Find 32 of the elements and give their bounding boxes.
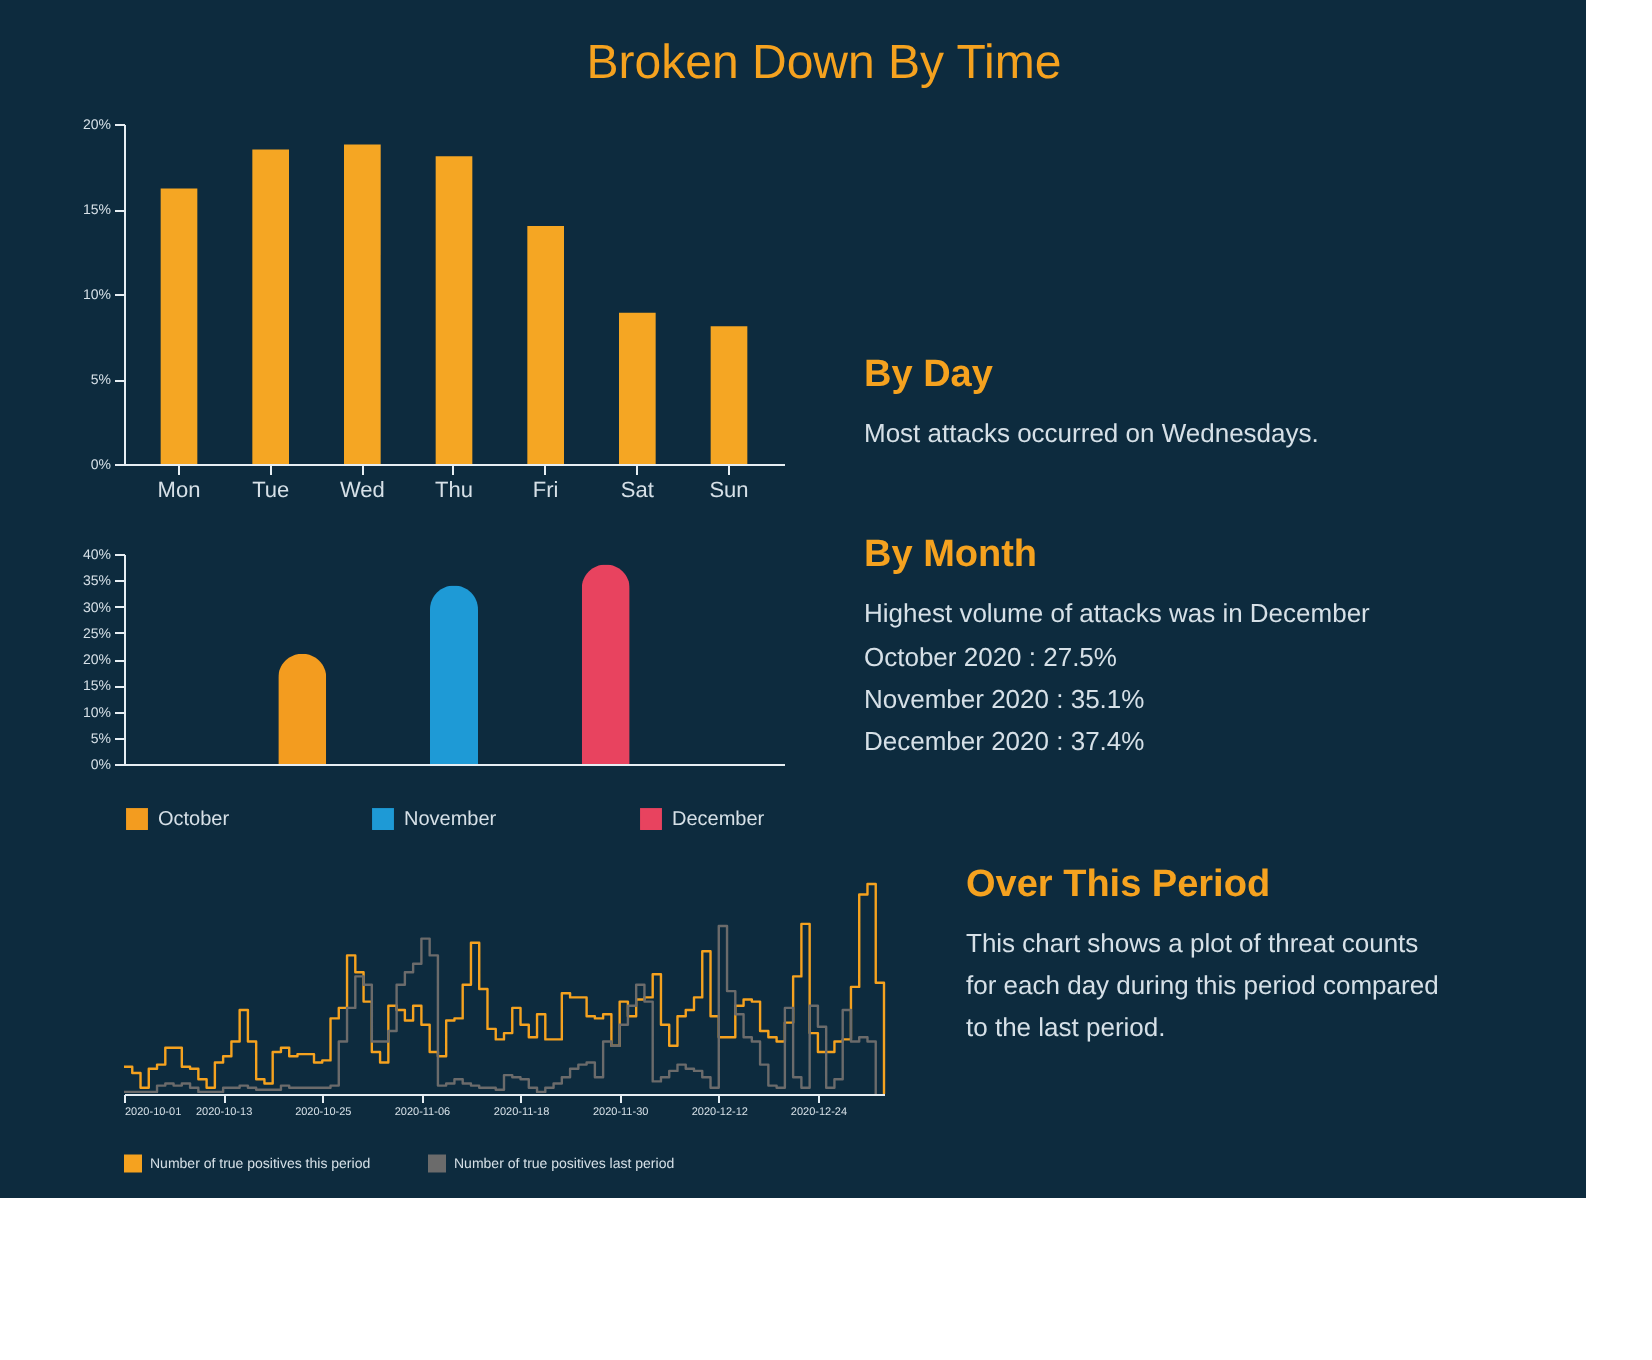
text: Highest volume of attacks was in December [864,598,1372,628]
bar [278,653,327,764]
legend-label: December [672,809,766,832]
bar [527,226,564,464]
legend-label: November [404,809,498,832]
x-tick-label: Sat [620,479,654,503]
chart-title: Broken Down By Time [586,36,1062,90]
x-tick-label: Fri [532,479,559,503]
text: Over This Period [966,864,1271,906]
bar [160,188,198,464]
bar [430,585,478,764]
text: December 2020 : 37.4% [864,726,1146,756]
legend-label: October [158,809,231,832]
text: to the last period. [966,1012,1166,1042]
x-tick-label: Mon [157,479,201,503]
text: November 2020 : 35.1% [864,684,1146,714]
x-tick-label: Thu [435,479,473,503]
bar [619,312,656,464]
bar [710,326,748,464]
bar [252,149,289,464]
text: By Day [864,354,994,396]
bar [581,564,630,764]
text: for each day during this period compared [966,970,1439,1000]
x-tick-label: Sun [709,479,749,503]
text: This chart shows a plot of threat counts [966,928,1420,958]
x-tick-label: Tue [252,479,290,503]
text: October 2020 : 27.5% [864,642,1118,672]
x-tick-label: Wed [339,479,385,503]
bar [435,156,473,464]
text: By Month [864,534,1038,576]
text: Most attacks occurred on Wednesdays. [864,418,1319,448]
bar [344,144,381,464]
